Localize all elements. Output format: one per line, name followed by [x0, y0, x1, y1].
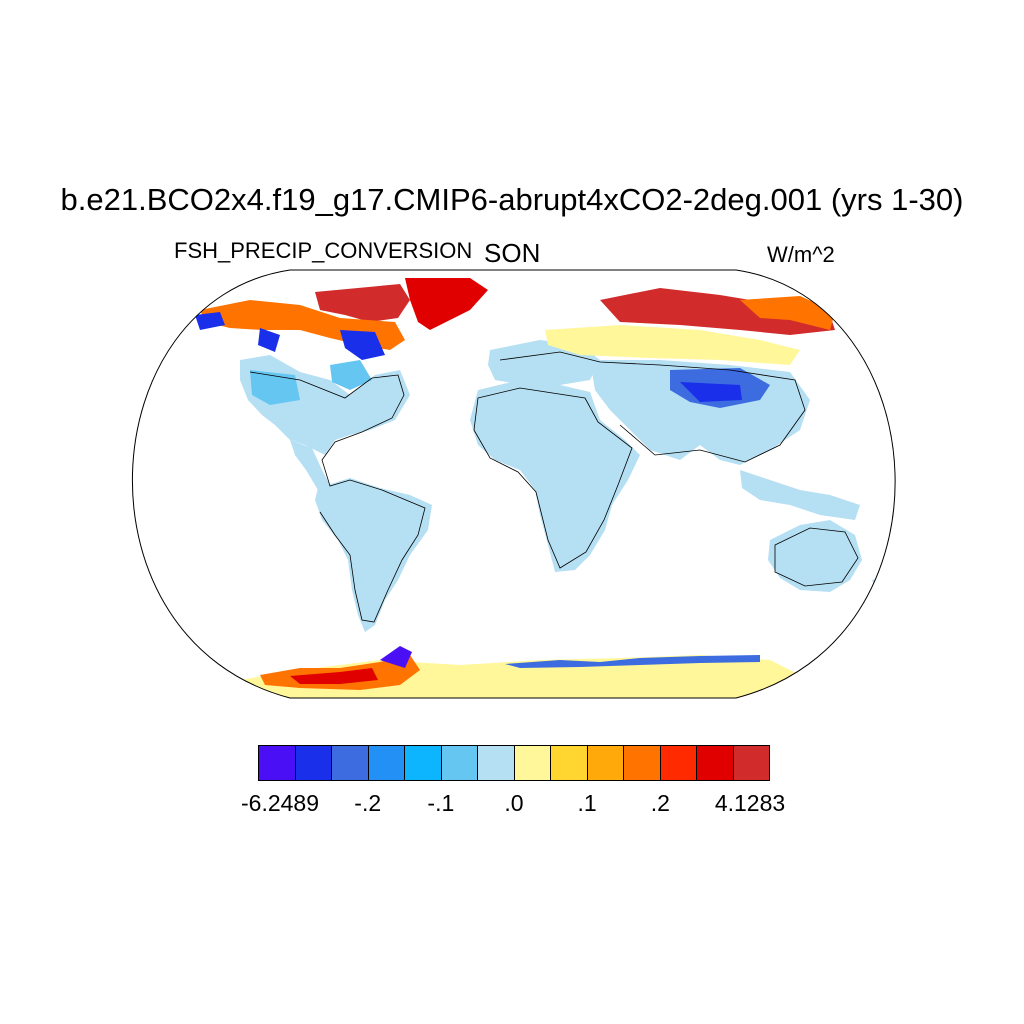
plot-title: b.e21.BCO2x4.f19_g17.CMIP6-abrupt4xCO2-2…	[60, 182, 964, 217]
south-america-fill	[315, 478, 432, 632]
colorbar-box	[697, 746, 734, 780]
colorbar-box	[514, 746, 551, 780]
north-america-mid-blue	[250, 360, 372, 405]
colorbar-box	[441, 746, 478, 780]
colorbar-box	[587, 746, 624, 780]
colorbar-tick-label: -6.2489	[240, 790, 320, 816]
units-label: W/m^2	[767, 242, 835, 267]
coastline-americas	[249, 371, 426, 623]
season-label: SON	[484, 238, 541, 268]
variable-label: FSH_PRECIP_CONVERSION	[174, 238, 473, 263]
coastline-africa	[473, 387, 633, 569]
central-america-fill	[290, 440, 330, 490]
north-canada-blue	[195, 312, 385, 360]
colorbar-box	[733, 746, 769, 780]
colorbar-box	[259, 746, 296, 780]
colorbar-box	[332, 746, 369, 780]
siberia-red-band	[600, 288, 835, 335]
colorbar-box	[368, 746, 405, 780]
map-boundary	[132, 269, 896, 699]
colorbar-tick-label: -.2	[354, 790, 382, 816]
colorbar-box	[295, 746, 332, 780]
map-fill-layer	[195, 278, 892, 698]
central-asia-deep-blue	[680, 382, 742, 402]
eurasia-yellow-band	[545, 325, 800, 365]
antarctic-purple-spot	[380, 646, 412, 668]
new-zealand-fill	[872, 575, 892, 600]
siberia-orange-band	[740, 296, 835, 330]
colorbar	[258, 745, 770, 781]
se-asia-fill	[740, 470, 860, 520]
colorbar-box	[624, 746, 661, 780]
coastline-australia	[774, 527, 859, 587]
africa-fill	[470, 380, 640, 572]
colorbar-tick-label: .0	[504, 790, 524, 816]
coastlines	[249, 351, 859, 623]
colorbar-tick-label: -.1	[427, 790, 455, 816]
colorbar-tick-label: .1	[577, 790, 597, 816]
antarctic-peninsula-red	[290, 668, 378, 684]
australia-fill	[768, 520, 862, 592]
colorbar-box	[660, 746, 697, 780]
colorbar-box	[405, 746, 442, 780]
colorbar-box	[551, 746, 588, 780]
colorbar-box	[478, 746, 515, 780]
greenland-fill	[405, 278, 488, 330]
colorbar-tick-label: 4.1283	[714, 790, 786, 816]
antarctic-blue-strip	[505, 655, 760, 668]
north-america-fill	[240, 355, 410, 455]
arctic-canada-fill	[315, 284, 410, 322]
coastline-eurasia	[499, 351, 806, 463]
colorbar-tick-label: .2	[650, 790, 670, 816]
